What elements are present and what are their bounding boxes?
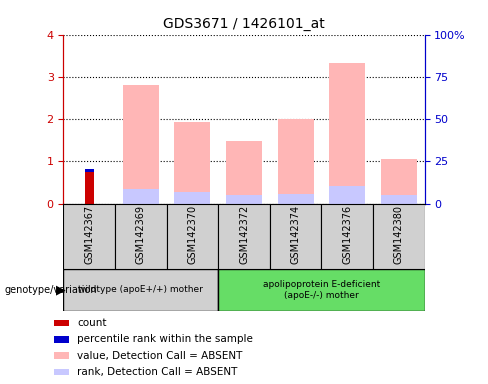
- Text: GSM142376: GSM142376: [342, 205, 352, 265]
- Bar: [123, 189, 159, 204]
- Bar: [381, 159, 417, 204]
- Bar: [322, 204, 373, 269]
- Bar: [166, 204, 218, 269]
- Bar: [115, 204, 166, 269]
- Text: apolipoprotein E-deficient
(apoE-/-) mother: apolipoprotein E-deficient (apoE-/-) mot…: [263, 280, 380, 300]
- Bar: [63, 204, 115, 269]
- Bar: [85, 169, 94, 172]
- Text: ▶: ▶: [56, 283, 66, 296]
- Bar: [226, 141, 262, 204]
- Text: GSM142380: GSM142380: [394, 205, 404, 264]
- Bar: [123, 85, 159, 204]
- Bar: [85, 172, 94, 204]
- Bar: [218, 269, 425, 311]
- Text: GSM142372: GSM142372: [239, 205, 249, 265]
- Text: GSM142369: GSM142369: [136, 205, 146, 264]
- Bar: [54, 369, 69, 375]
- Bar: [174, 122, 210, 204]
- Bar: [381, 195, 417, 204]
- Text: GSM142374: GSM142374: [290, 205, 301, 265]
- Text: GSM142370: GSM142370: [187, 205, 198, 265]
- Bar: [329, 186, 365, 204]
- Bar: [278, 194, 314, 204]
- Text: genotype/variation: genotype/variation: [5, 285, 98, 295]
- Bar: [63, 269, 218, 311]
- Bar: [54, 336, 69, 343]
- Text: rank, Detection Call = ABSENT: rank, Detection Call = ABSENT: [77, 367, 238, 377]
- Bar: [278, 119, 314, 204]
- Bar: [329, 63, 365, 204]
- Bar: [174, 192, 210, 204]
- Text: GSM142367: GSM142367: [84, 205, 94, 265]
- Bar: [218, 204, 270, 269]
- Title: GDS3671 / 1426101_at: GDS3671 / 1426101_at: [163, 17, 325, 31]
- Bar: [54, 353, 69, 359]
- Text: value, Detection Call = ABSENT: value, Detection Call = ABSENT: [77, 351, 243, 361]
- Bar: [373, 204, 425, 269]
- Text: percentile rank within the sample: percentile rank within the sample: [77, 334, 253, 344]
- Text: wildtype (apoE+/+) mother: wildtype (apoE+/+) mother: [79, 285, 203, 295]
- Bar: [54, 320, 69, 326]
- Bar: [270, 204, 322, 269]
- Bar: [226, 195, 262, 204]
- Text: count: count: [77, 318, 107, 328]
